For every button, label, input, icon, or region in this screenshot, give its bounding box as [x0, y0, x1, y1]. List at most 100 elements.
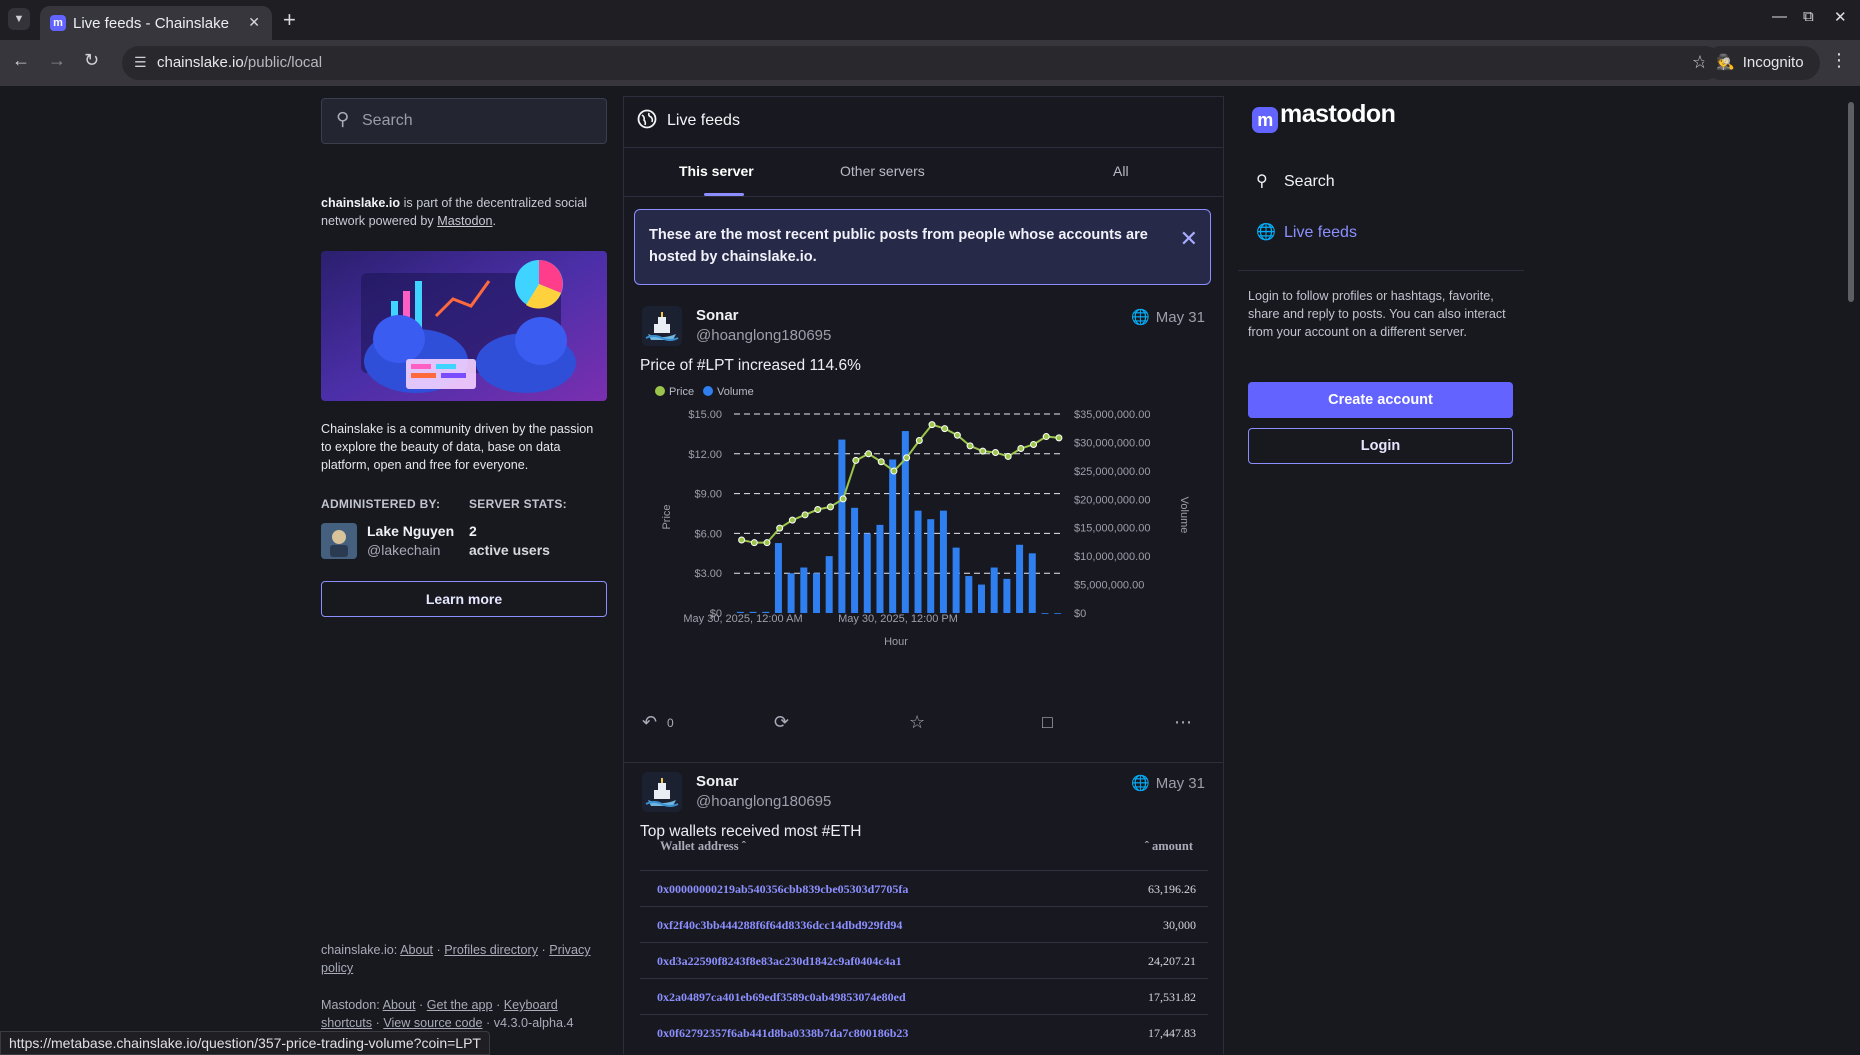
footer-profiles-directory-link[interactable]: Profiles directory — [444, 943, 539, 957]
incognito-label: Incognito — [1742, 54, 1804, 71]
footer-about-link[interactable]: About — [400, 943, 434, 957]
price-point — [979, 447, 987, 455]
post-date[interactable]: 🌐 May 31 — [1131, 308, 1205, 326]
footer-mastodon-about-link[interactable]: About — [382, 998, 416, 1012]
mastodon-logo[interactable]: m mastodon — [1252, 100, 1396, 133]
administered-by-label: ADMINISTERED BY: — [321, 497, 441, 511]
volume-bar — [838, 439, 846, 613]
price-point — [877, 458, 885, 466]
author-handle[interactable]: @hoanglong180695 — [696, 793, 832, 810]
nav-live-feeds[interactable]: 🌐 Live feeds — [1256, 222, 1357, 242]
author-avatar[interactable] — [642, 306, 682, 346]
author-handle[interactable]: @hoanglong180695 — [696, 327, 832, 344]
wallet-address-link[interactable]: 0x0f62792357f6ab441d8ba0338b7da7c800186b… — [657, 1026, 909, 1040]
amount-cell: 24,207.21 — [1148, 954, 1196, 968]
footer-privacy-policy-link[interactable]: Privacy policy — [321, 943, 591, 975]
address-bar[interactable]: ☰ chainslake.io/public/local ☆ — [122, 46, 1722, 80]
column-header-amount[interactable]: ˆ amount — [1144, 839, 1193, 853]
footer-keyboard-shortcuts-link[interactable]: Keyboard shortcuts — [321, 998, 558, 1030]
public-globe-icon: 🌐 — [1131, 309, 1150, 326]
column-header-wallet-address[interactable]: Wallet address ˆ — [660, 839, 746, 853]
volume-bar — [914, 510, 922, 613]
more-options-icon[interactable]: ⋯ — [1174, 712, 1192, 732]
globe-icon: 🌐 — [1256, 224, 1276, 241]
footer-get-app-link[interactable]: Get the app — [426, 998, 493, 1012]
mastodon-logo-icon: m — [1252, 107, 1278, 133]
y-left-tick-label: $12.00 — [688, 449, 722, 461]
author-name[interactable]: Sonar — [696, 773, 739, 790]
boost-icon[interactable]: ⟳ — [774, 712, 790, 732]
price-point — [1055, 434, 1063, 442]
wallet-address-link[interactable]: 0xd3a22590f8243f8e83ac230d1842c9af0404c4… — [657, 954, 902, 968]
volume-bar — [1016, 544, 1024, 613]
tab-all[interactable]: All — [1113, 163, 1129, 179]
volume-bar — [762, 611, 770, 613]
column-header: Live feeds — [624, 97, 1223, 148]
post-date-text: May 31 — [1155, 775, 1205, 792]
forward-icon[interactable]: → — [48, 50, 66, 70]
tab-search-chevron-icon[interactable]: ▼ — [8, 8, 30, 30]
learn-more-button[interactable]: Learn more — [321, 581, 607, 617]
amount-cell: 17,531.82 — [1148, 990, 1196, 1004]
tab-this-server[interactable]: This server — [679, 163, 754, 179]
dismiss-notice-icon[interactable]: ✕ — [1179, 226, 1198, 251]
price-point — [814, 506, 822, 514]
admin-name[interactable]: Lake Nguyen — [367, 523, 455, 539]
new-tab-icon[interactable]: + — [283, 7, 296, 32]
price-volume-chart[interactable]: Price Volume $0 $3.00 $6.00 $9.00 $12.00 $15.00… — [638, 377, 1208, 667]
feed-tabs: This server Other servers All — [624, 148, 1223, 197]
search-input[interactable]: ⚲ Search — [321, 98, 607, 144]
author-avatar[interactable] — [642, 772, 682, 812]
wallet-address-link[interactable]: 0xf2f40c3bb444288f6f64d8336dcc14dbd929fd… — [657, 918, 903, 932]
price-point — [1030, 441, 1038, 449]
browser-tab[interactable]: m Live feeds - Chainslake ✕ — [40, 6, 272, 40]
minimize-icon[interactable]: — — [1772, 8, 1787, 25]
status-post[interactable]: Sonar @hoanglong180695 🌐 May 31 Price of … — [624, 297, 1223, 763]
wallet-address-link[interactable]: 0x2a04897ca401eb69edf3589c0ab49853074e80… — [657, 990, 906, 1004]
browser-menu-icon[interactable]: ⋮ — [1830, 50, 1848, 70]
y-right-axis-title: Volume — [1178, 497, 1190, 534]
create-account-button[interactable]: Create account — [1248, 382, 1513, 418]
volume-bar — [978, 584, 985, 613]
y-left-axis-title: Price — [661, 504, 673, 529]
bookmark-star-icon[interactable]: ☆ — [1691, 52, 1708, 72]
reply-icon[interactable]: ↶ — [642, 712, 658, 732]
tab-close-icon[interactable]: ✕ — [248, 14, 260, 30]
price-point — [776, 524, 784, 532]
price-point — [966, 442, 974, 450]
notice-text: These are the most recent public posts f… — [649, 227, 1148, 265]
nav-search-label: Search — [1284, 173, 1335, 190]
restore-icon[interactable]: ⧉ — [1803, 8, 1814, 25]
incognito-badge[interactable]: 🕵 Incognito — [1704, 46, 1820, 80]
bookmark-icon[interactable]: □ — [1042, 712, 1053, 732]
nav-search[interactable]: ⚲ Search — [1256, 171, 1335, 191]
admin-handle[interactable]: @lakechain — [367, 542, 441, 558]
y-right-tick-label: $20,000,000.00 — [1074, 494, 1150, 506]
post-date[interactable]: 🌐 May 31 — [1131, 774, 1205, 792]
footer-view-source-link[interactable]: View source code — [383, 1016, 483, 1030]
site-info-icon[interactable]: ☰ — [134, 54, 147, 70]
volume-bar — [990, 567, 998, 613]
price-point — [763, 539, 771, 547]
y-left-tick-label: $6.00 — [694, 528, 722, 540]
y-right-tick-label: $10,000,000.00 — [1074, 551, 1150, 563]
y-left-tick-label: $15.00 — [688, 409, 722, 421]
tab-other-servers[interactable]: Other servers — [840, 163, 925, 179]
back-icon[interactable]: ← — [12, 50, 30, 70]
page-scrollbar[interactable] — [1848, 102, 1854, 302]
url-text[interactable]: chainslake.io/public/local — [157, 54, 322, 71]
mastodon-link[interactable]: Mastodon — [437, 214, 493, 228]
y-right-tick-label: $25,000,000.00 — [1074, 466, 1150, 478]
x-axis-title: Hour — [884, 636, 908, 648]
tab-title: Live feeds - Chainslake — [73, 15, 229, 32]
window-close-icon[interactable]: ✕ — [1834, 9, 1847, 26]
price-point — [890, 467, 898, 475]
admin-avatar[interactable] — [321, 523, 357, 559]
favorite-star-icon[interactable]: ☆ — [909, 712, 926, 732]
login-button[interactable]: Login — [1248, 428, 1513, 464]
status-post[interactable]: Sonar @hoanglong180695 🌐 May 31 Top walle… — [624, 763, 1223, 1054]
wallet-address-link[interactable]: 0x00000000219ab540356cbb839cbe05303d7705… — [657, 882, 909, 896]
reload-icon[interactable]: ↻ — [84, 50, 100, 70]
author-name[interactable]: Sonar — [696, 307, 739, 324]
legend-volume-label: Volume — [717, 386, 754, 398]
